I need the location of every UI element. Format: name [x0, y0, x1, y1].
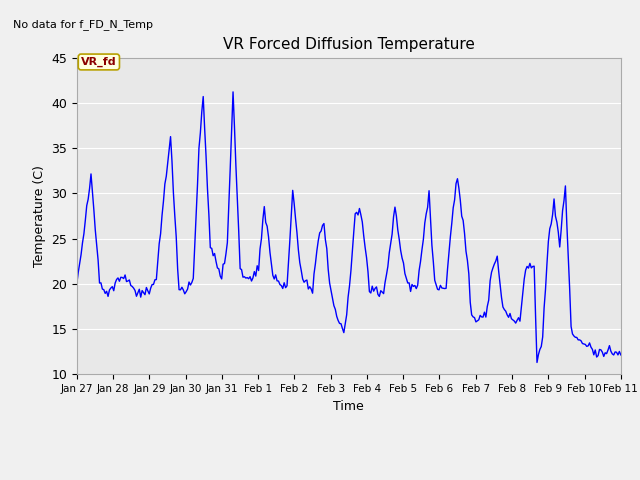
- Y-axis label: Temperature (C): Temperature (C): [33, 165, 45, 267]
- Text: VR_fd: VR_fd: [81, 57, 116, 67]
- Title: VR Forced Diffusion Temperature: VR Forced Diffusion Temperature: [223, 37, 475, 52]
- X-axis label: Time: Time: [333, 400, 364, 413]
- Text: No data for f_FD_N_Temp: No data for f_FD_N_Temp: [13, 19, 153, 30]
